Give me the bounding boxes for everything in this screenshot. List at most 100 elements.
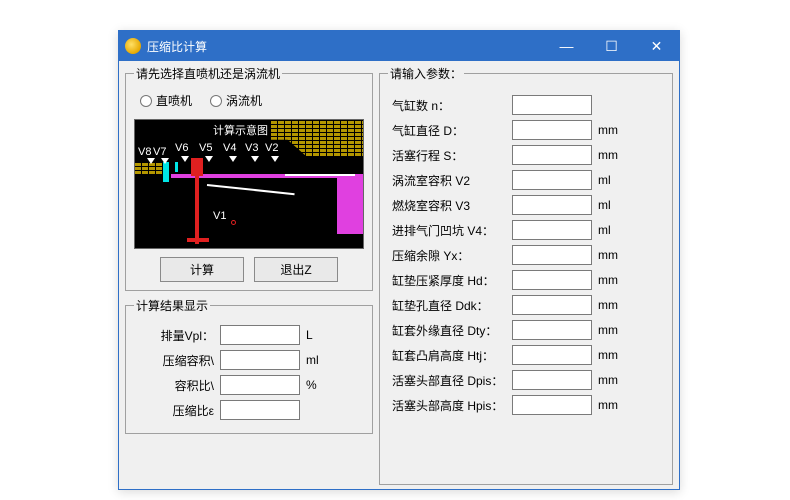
param-label: 缸套外缘直径 Dty： xyxy=(388,322,512,339)
engine-select-group: 请先选择直喷机还是涡流机 直喷机 涡流机 xyxy=(125,65,373,291)
param-row: 缸垫压紧厚度 Hd： mm xyxy=(388,270,664,290)
param-input[interactable] xyxy=(512,370,592,390)
exit-button[interactable]: 退出Z xyxy=(254,257,338,282)
left-column: 请先选择直喷机还是涡流机 直喷机 涡流机 xyxy=(125,65,373,485)
result-row: 压缩比ε xyxy=(134,400,364,420)
results-container: 排量Vpl： L 压缩容积\ ml 容积比\% 压缩比ε xyxy=(134,325,364,420)
radio-direct-label[interactable]: 直喷机 xyxy=(140,92,192,109)
result-label: 压缩容积\ xyxy=(134,352,220,369)
param-unit: mm xyxy=(598,398,624,412)
calc-diagram: 计算示意图 V8 V7 V6 V5 V4 V3 V2 V1 xyxy=(134,119,364,249)
params-legend: 请输入参数： xyxy=(388,65,464,82)
lbl-v3: V3 xyxy=(245,142,258,154)
param-row: 活塞行程 S： mm xyxy=(388,145,664,165)
param-row: 活塞头部直径 Dpis：mm xyxy=(388,370,664,390)
radio-swirl-label[interactable]: 涡流机 xyxy=(210,92,262,109)
radio-direct-text: 直喷机 xyxy=(156,92,192,109)
param-unit: mm xyxy=(598,248,624,262)
results-group: 计算结果显示 排量Vpl： L 压缩容积\ ml 容积比\% 压缩比ε xyxy=(125,297,373,434)
param-unit: mm xyxy=(598,373,624,387)
param-input[interactable] xyxy=(512,245,592,265)
param-unit: ml xyxy=(598,223,624,237)
param-label: 涡流室容积 V2 xyxy=(388,172,512,189)
param-unit: mm xyxy=(598,323,624,337)
client-area: 请先选择直喷机还是涡流机 直喷机 涡流机 xyxy=(119,61,679,489)
param-label: 气缸数 n： xyxy=(388,97,512,114)
param-label: 压缩余隙 Yx： xyxy=(388,247,512,264)
result-row: 排量Vpl： L xyxy=(134,325,364,345)
result-row: 容积比\% xyxy=(134,375,364,395)
engine-select-legend: 请先选择直喷机还是涡流机 xyxy=(134,65,282,82)
param-input[interactable] xyxy=(512,345,592,365)
result-unit: % xyxy=(306,378,332,392)
close-button[interactable]: ✕ xyxy=(634,31,679,61)
lbl-v8: V8 xyxy=(138,146,151,158)
param-input[interactable] xyxy=(512,195,592,215)
param-input[interactable] xyxy=(512,270,592,290)
engine-radio-row: 直喷机 涡流机 xyxy=(134,88,364,113)
result-input[interactable] xyxy=(220,400,300,420)
lbl-v7: V7 xyxy=(153,146,166,158)
result-input[interactable] xyxy=(220,350,300,370)
param-row: 压缩余隙 Yx： mm xyxy=(388,245,664,265)
param-row: 气缸直径 D：mm xyxy=(388,120,664,140)
results-legend: 计算结果显示 xyxy=(134,297,210,314)
param-unit: mm xyxy=(598,298,624,312)
minimize-button[interactable]: — xyxy=(544,31,589,61)
param-label: 燃烧室容积 V3 xyxy=(388,197,512,214)
result-input[interactable] xyxy=(220,375,300,395)
param-unit: ml xyxy=(598,198,624,212)
result-label: 容积比\ xyxy=(134,377,220,394)
param-input[interactable] xyxy=(512,320,592,340)
radio-direct[interactable] xyxy=(140,95,152,107)
result-unit: ml xyxy=(306,353,332,367)
param-unit: mm xyxy=(598,123,624,137)
lbl-v1: V1 xyxy=(213,210,226,222)
titlebar[interactable]: 压缩比计算 — ☐ ✕ xyxy=(119,31,679,61)
param-input[interactable] xyxy=(512,120,592,140)
param-label: 活塞行程 S： xyxy=(388,147,512,164)
param-label: 缸套凸肩高度 Htj： xyxy=(388,347,512,364)
lbl-v6: V6 xyxy=(175,142,188,154)
param-unit: mm xyxy=(598,273,624,287)
param-row: 缸垫孔直径 Ddk： mm xyxy=(388,295,664,315)
param-row: 燃烧室容积 V3 ml xyxy=(388,195,664,215)
params-group: 请输入参数： 气缸数 n： 气缸直径 D：mm 活塞行程 S： mm 涡流室容积 V2 m… xyxy=(379,65,673,485)
params-container: 气缸数 n：气缸直径 D：mm活塞行程 S：mm涡流室容积 V2ml燃烧室容积 … xyxy=(388,88,664,415)
param-row: 气缸数 n： xyxy=(388,95,664,115)
param-unit: ml xyxy=(598,173,624,187)
lbl-v4: V4 xyxy=(223,142,236,154)
lbl-v2: V2 xyxy=(265,142,278,154)
param-label: 缸垫孔直径 Ddk： xyxy=(388,297,512,314)
result-label: 压缩比ε xyxy=(134,402,220,419)
param-input[interactable] xyxy=(512,95,592,115)
param-label: 进排气门凹坑 V4： xyxy=(388,222,512,239)
window-title: 压缩比计算 xyxy=(147,38,544,55)
radio-swirl[interactable] xyxy=(210,95,222,107)
app-icon xyxy=(125,38,141,54)
param-unit: mm xyxy=(598,148,624,162)
result-row: 压缩容积\ ml xyxy=(134,350,364,370)
param-input[interactable] xyxy=(512,220,592,240)
result-unit: L xyxy=(306,328,332,342)
param-input[interactable] xyxy=(512,170,592,190)
param-unit: mm xyxy=(598,348,624,362)
param-input[interactable] xyxy=(512,145,592,165)
lbl-v5: V5 xyxy=(199,142,212,154)
button-row: 计算 退出Z xyxy=(134,257,364,282)
app-window: 压缩比计算 — ☐ ✕ 请先选择直喷机还是涡流机 直喷机 涡流机 xyxy=(118,30,680,490)
param-input[interactable] xyxy=(512,295,592,315)
diagram-title: 计算示意图 xyxy=(213,122,268,138)
calc-button[interactable]: 计算 xyxy=(160,257,244,282)
param-row: 涡流室容积 V2 ml xyxy=(388,170,664,190)
param-label: 活塞头部高度 Hpis： xyxy=(388,397,512,414)
result-label: 排量Vpl： xyxy=(134,327,220,344)
radio-swirl-text: 涡流机 xyxy=(226,92,262,109)
param-row: 缸套凸肩高度 Htj： mm xyxy=(388,345,664,365)
param-label: 缸垫压紧厚度 Hd： xyxy=(388,272,512,289)
right-column: 请输入参数： 气缸数 n： 气缸直径 D：mm 活塞行程 S： mm 涡流室容积 V2 m… xyxy=(379,65,673,485)
param-row: 进排气门凹坑 V4： ml xyxy=(388,220,664,240)
param-input[interactable] xyxy=(512,395,592,415)
maximize-button[interactable]: ☐ xyxy=(589,31,634,61)
result-input[interactable] xyxy=(220,325,300,345)
